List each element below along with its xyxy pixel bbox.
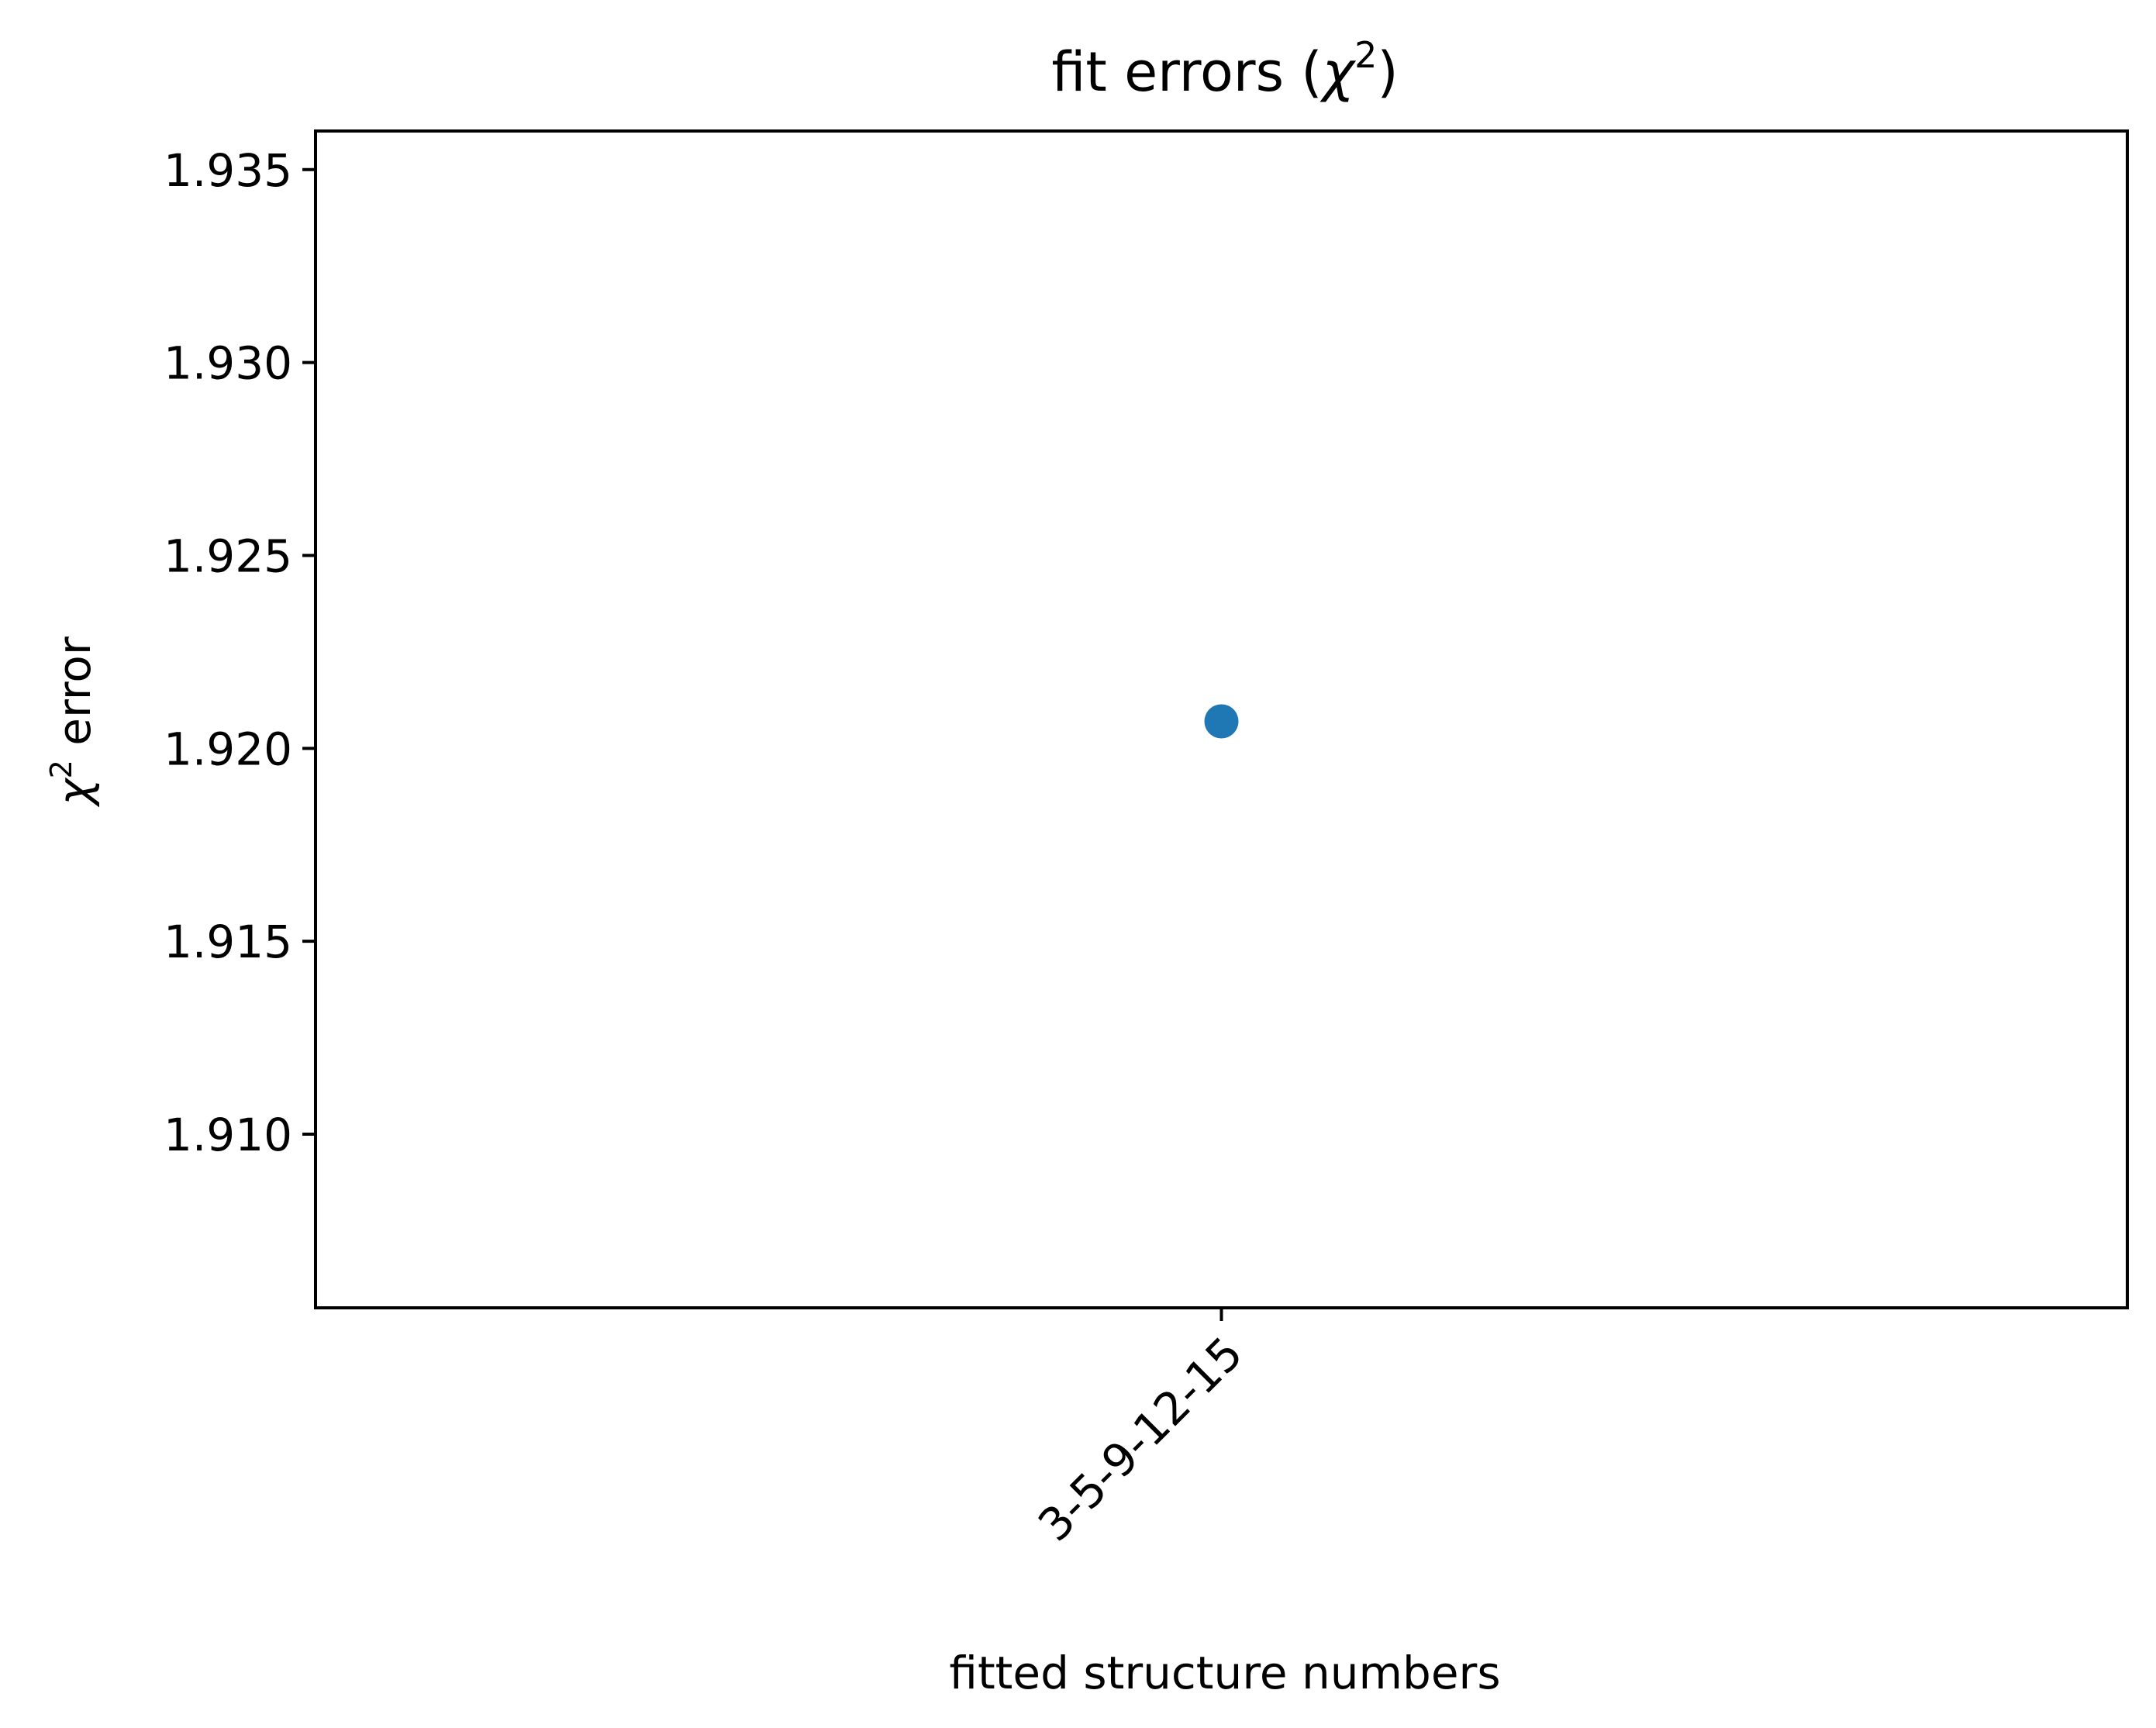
y-tick-label: 1.915 (164, 916, 292, 968)
chart-title-symbol: χ (1319, 40, 1357, 104)
data-points (1204, 704, 1239, 739)
y-axis-ticks: 1.910 1.915 1.920 1.925 1.930 1.935 (164, 144, 316, 1161)
y-tick-label: 1.910 (164, 1109, 292, 1161)
chart-title-sup: 2 (1354, 34, 1377, 76)
y-axis-label: χ2 error (44, 636, 101, 808)
y-axis-label-rest: error (48, 636, 101, 760)
y-tick-label: 1.920 (164, 723, 292, 775)
chart-title-main: fit errors ( (1051, 40, 1322, 104)
x-axis-label: fitted structure numbers (949, 1647, 1500, 1699)
y-tick-label: 1.925 (164, 529, 292, 582)
data-point (1204, 704, 1239, 739)
y-tick-label: 1.930 (164, 337, 292, 390)
chart-title: fit errors (χ2) (1051, 34, 1398, 104)
y-axis-label-symbol: χ (48, 777, 101, 808)
y-axis-label-sup: 2 (44, 760, 78, 778)
y-tick-label: 1.935 (164, 144, 292, 197)
chart-title-close: ) (1377, 40, 1398, 104)
plot-frame (314, 129, 2129, 1309)
